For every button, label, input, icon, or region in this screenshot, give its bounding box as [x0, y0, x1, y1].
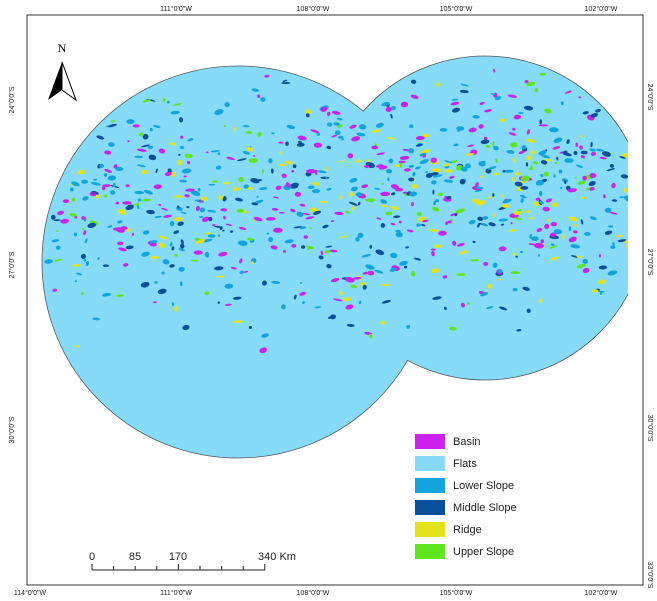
feature [273, 228, 283, 233]
feature [63, 199, 69, 203]
feature [511, 271, 521, 274]
scale-label: 340 Km [258, 551, 296, 563]
feature [126, 119, 134, 124]
right-coord: 33°0'0"S [646, 562, 654, 589]
legend-label: Flats [453, 458, 477, 470]
top-coord: 111°0'0"W [160, 5, 192, 13]
map-figure: N Basin Flats Lower Slope Middle Slope Ridge… [0, 0, 657, 601]
right-coord: 24°0'0"S [646, 84, 654, 111]
feature [434, 244, 441, 248]
feature [432, 190, 434, 195]
feature [440, 128, 448, 132]
scale-label: 85 [129, 551, 141, 563]
left-coord: 24°0'0"S [8, 86, 16, 113]
bottom-coord: 108°0'0"W [297, 589, 330, 597]
legend-swatch [415, 522, 445, 537]
circle-fill [43, 67, 434, 458]
feature [194, 250, 203, 254]
legend-swatch [415, 478, 445, 493]
bottom-coord: 114°0'0"W [14, 589, 47, 597]
feature [386, 107, 392, 112]
bottom-coord: 102°0'0"W [585, 589, 618, 597]
top-coord: 102°0'0"W [585, 5, 618, 13]
feature [619, 196, 624, 198]
legend-swatch [415, 434, 445, 449]
north-label: N [58, 41, 67, 55]
bottom-coord: 111°0'0"W [160, 589, 192, 597]
legend-label: Basin [453, 436, 481, 448]
right-coord: 30°0'0"S [646, 415, 654, 442]
feature [581, 151, 588, 155]
feature [178, 267, 184, 272]
feature [431, 158, 437, 163]
legend-swatch [415, 500, 445, 515]
scale-label: 0 [89, 551, 95, 563]
legend-label: Upper Slope [453, 546, 514, 558]
right-coord: 27°0'0"S [646, 249, 654, 276]
top-coord: 105°0'0"W [440, 5, 473, 13]
feature [539, 298, 543, 303]
left-coord: 27°0'0"S [8, 251, 16, 278]
top-coord: 108°0'0"W [297, 5, 330, 13]
legend-swatch [415, 544, 445, 559]
legend-label: Ridge [453, 524, 482, 536]
legend-swatch [415, 456, 445, 471]
feature [610, 245, 615, 249]
feature [72, 198, 76, 202]
scale-label: 170 [169, 551, 187, 563]
feature [238, 242, 242, 244]
feature [320, 177, 329, 179]
feature [399, 163, 402, 168]
feature [81, 180, 88, 184]
feature [539, 124, 549, 126]
feature [600, 292, 602, 295]
left-coord: 30°0'0"S [8, 416, 16, 443]
legend-label: Lower Slope [453, 480, 514, 492]
legend-label: Middle Slope [453, 502, 517, 514]
feature [281, 82, 290, 84]
bottom-coord: 105°0'0"W [440, 589, 473, 597]
